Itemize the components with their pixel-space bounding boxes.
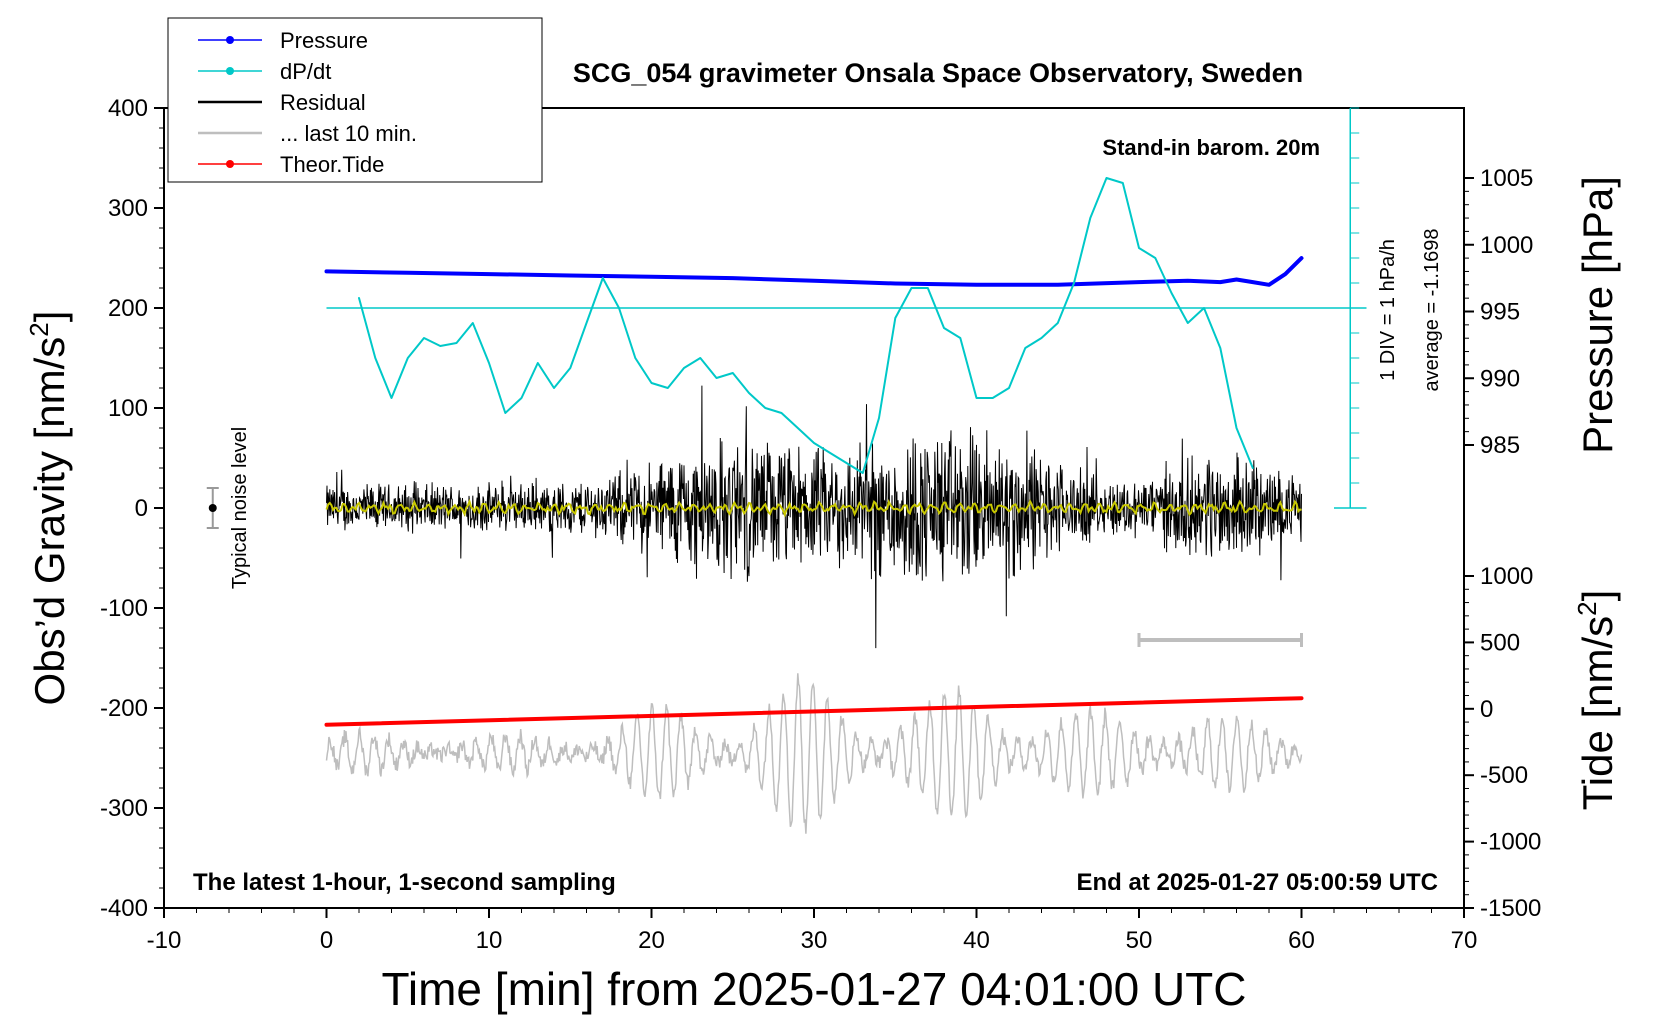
barometer-note: Stand-in barom. 20m [1102,135,1320,160]
scale-div-note: 1 DIV = 1 hPa/h [1377,239,1399,381]
x-tick-label: 30 [801,927,828,954]
pressure-axis: 1005 1000 995 990 985 [1464,165,1533,459]
tide-tick-label: -1500 [1480,895,1541,922]
data-layer [206,107,1367,834]
pressure-line [324,256,1304,287]
tide-tick-label: 500 [1480,629,1520,656]
bottom-left-note: The latest 1-hour, 1-second sampling [193,869,616,896]
y-tick-label: -300 [100,795,148,822]
y-tick-label: 200 [108,295,148,322]
tide-tick-label: -1000 [1480,829,1541,856]
tide-axis: 1000 500 0 -500 -1000 -1500 [1464,563,1541,922]
noise-level-dot [208,504,217,512]
legend-marker [226,160,234,168]
dpdt-line [358,177,1254,474]
left-y-label-close: ] [26,311,73,323]
left-y-axis-label: Obs’d Gravity [nm/s2] [24,311,73,706]
tide-label-close: ] [1574,590,1621,602]
last-10-min-line [325,673,1303,834]
legend-label: ... last 10 min. [280,121,417,146]
tide-tick-label: -500 [1480,762,1528,789]
residual-line [326,385,1302,649]
tide-tick-label: 0 [1480,696,1493,723]
legend-label: dP/dt [280,59,331,84]
legend-marker [226,36,234,44]
pressure-axis-label: Pressure [hPa] [1574,176,1621,454]
y-tick-label: 400 [108,95,148,122]
legend-box [167,17,543,183]
x-tick-label: 10 [476,927,503,954]
left-y-label-main: Obs’d Gravity [nm/s [26,337,73,706]
x-tick-label: 60 [1288,927,1315,954]
x-tick-label: -10 [147,927,182,954]
x-tick-label: 20 [638,927,665,954]
x-axis: -10 0 10 20 30 40 50 60 70 [147,908,1478,954]
legend-label: Theor.Tide [280,152,384,177]
chart-title: SCG_054 gravimeter Onsala Space Observat… [573,58,1303,88]
legend: Pressure dP/dt Residual ... last 10 min. The… [198,28,417,177]
left-y-label-sup: 2 [24,322,54,336]
y-tick-label: -400 [100,895,148,922]
tide-label-sup: 2 [1572,601,1602,615]
pressure-tick-label: 1005 [1480,165,1533,192]
pressure-tick-label: 995 [1480,299,1520,326]
pressure-tick-label: 985 [1480,432,1520,459]
legend-label: Pressure [280,28,368,53]
y-tick-label: 300 [108,195,148,222]
smoothed-residual-line [325,498,1302,518]
y-tick-label: 0 [135,495,148,522]
tide-label-main: Tide [nm/s [1574,616,1621,811]
y-tick-label: 100 [108,395,148,422]
x-axis-label: Time [min] from 2025-01-27 04:01:00 UTC [382,963,1247,1015]
noise-level-note: Typical noise level [229,427,251,589]
legend-label: Residual [280,90,366,115]
x-tick-label: 50 [1126,927,1153,954]
x-tick-label: 40 [963,927,990,954]
legend-marker [226,67,234,75]
x-tick-label: 0 [320,927,333,954]
pressure-tick-label: 1000 [1480,232,1533,259]
pressure-tick-label: 990 [1480,365,1520,392]
left-y-axis: 400 300 200 100 0 -100 -200 -300 -400 [100,95,164,922]
tide-axis-label: Tide [nm/s2] [1572,590,1621,811]
tide-tick-label: 1000 [1480,563,1533,590]
bottom-right-note: End at 2025-01-27 05:00:59 UTC [1077,869,1439,896]
y-tick-label: -100 [100,595,148,622]
average-note: average = -1.1698 [1421,229,1443,392]
y-tick-label: -200 [100,695,148,722]
theoretical-tide-line [324,696,1304,727]
x-tick-label: 70 [1451,927,1478,954]
